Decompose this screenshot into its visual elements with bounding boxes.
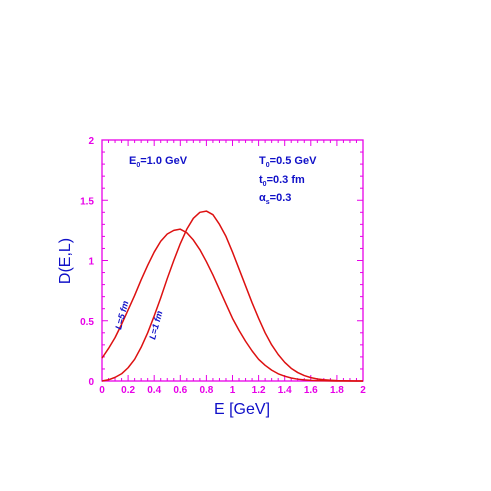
x-tick-label: 1.8	[330, 385, 344, 396]
x-tick-label: 1	[230, 385, 236, 396]
x-tick-label: 0.6	[173, 385, 187, 396]
x-axis-ticks: 0 0.2 0.4 0.6 0.8 1 1.2 1.4 1.6 1.8 2	[99, 140, 366, 396]
annotation-t0-temperature: T0=0.5 GeV	[259, 155, 317, 169]
y-tick-label: 0.5	[80, 317, 94, 328]
y-tick-label: 1	[88, 257, 94, 268]
curve-label-l1: L=1 fm	[147, 310, 164, 341]
x-tick-label: 0.8	[199, 385, 213, 396]
x-tick-label: 0.4	[147, 385, 161, 396]
series-line-l5	[101, 228, 363, 382]
annotation-e0: E0=1.0 GeV	[129, 155, 188, 169]
curves-group	[101, 210, 363, 382]
y-tick-label: 1.5	[80, 196, 94, 207]
x-tick-label: 1.6	[304, 385, 318, 396]
x-tick-label: 1.4	[278, 385, 292, 396]
y-axis-ticks: 0 0.5 1 1.5 2	[80, 136, 363, 388]
annotation-t0-time: t0=0.3 fm	[259, 174, 305, 188]
y-axis-label: D(E,L)	[57, 238, 74, 284]
y-tick-label: 0	[88, 377, 94, 388]
x-tick-label: 0	[99, 385, 105, 396]
y-tick-label: 2	[88, 136, 94, 147]
curve-label-l5: L=5 fm	[113, 300, 130, 331]
x-tick-label: 2	[360, 385, 366, 396]
x-tick-label: 1.2	[252, 385, 266, 396]
x-tick-label: 0.2	[121, 385, 135, 396]
series-line-l1	[101, 210, 363, 382]
plot-frame	[101, 139, 364, 382]
annotation-alpha-s: αs=0.3	[259, 192, 291, 206]
x-axis-label: E [GeV]	[214, 401, 270, 418]
